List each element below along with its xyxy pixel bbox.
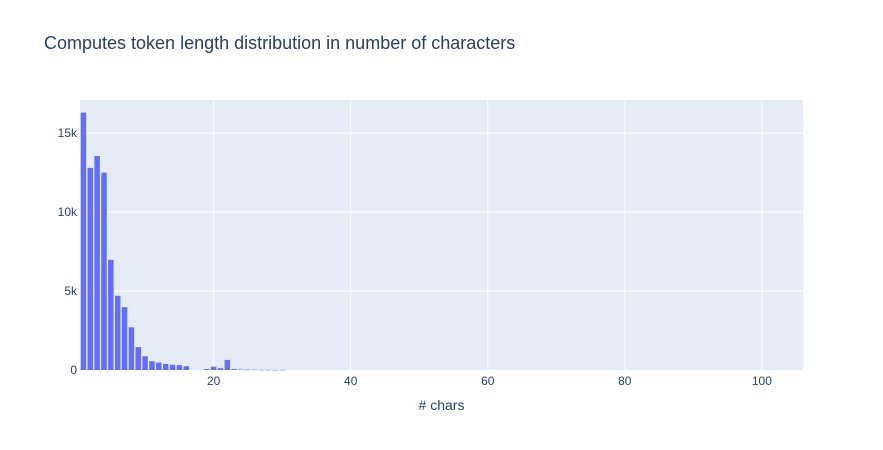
chart-title: Computes token length distribution in nu… <box>44 33 516 53</box>
y-tick-label: 15k <box>58 126 78 140</box>
bar <box>279 369 285 371</box>
bar <box>245 369 251 371</box>
x-tick-label: 20 <box>207 374 221 388</box>
bar <box>108 259 114 370</box>
bar <box>87 167 94 370</box>
bar <box>94 156 100 370</box>
bar <box>156 362 162 370</box>
bar <box>121 307 128 370</box>
bar <box>114 295 121 370</box>
x-tick-label: 60 <box>481 374 495 388</box>
bar <box>258 369 265 371</box>
bar <box>162 364 169 370</box>
bar <box>252 369 258 371</box>
bar <box>169 364 176 370</box>
bar <box>231 369 237 370</box>
bar <box>142 356 148 370</box>
bar <box>80 112 87 370</box>
plot-area <box>80 100 803 370</box>
bar <box>224 359 231 370</box>
bar <box>265 369 272 371</box>
bar <box>135 347 141 370</box>
y-tick-label: 5k <box>64 284 78 298</box>
x-tick-label: 100 <box>752 374 772 388</box>
bar <box>210 366 217 370</box>
bar <box>128 327 135 370</box>
bar <box>183 366 189 370</box>
bar <box>272 369 279 371</box>
bar <box>176 365 183 370</box>
bar <box>204 369 210 370</box>
x-tick-label: 80 <box>618 374 632 388</box>
bar <box>101 172 107 370</box>
bar <box>238 369 244 371</box>
x-axis-title: # chars <box>419 397 465 413</box>
bar <box>217 368 224 370</box>
x-tick-label: 40 <box>344 374 358 388</box>
y-tick-label: 0 <box>70 363 77 377</box>
y-tick-label: 10k <box>58 205 78 219</box>
bar <box>149 361 155 370</box>
